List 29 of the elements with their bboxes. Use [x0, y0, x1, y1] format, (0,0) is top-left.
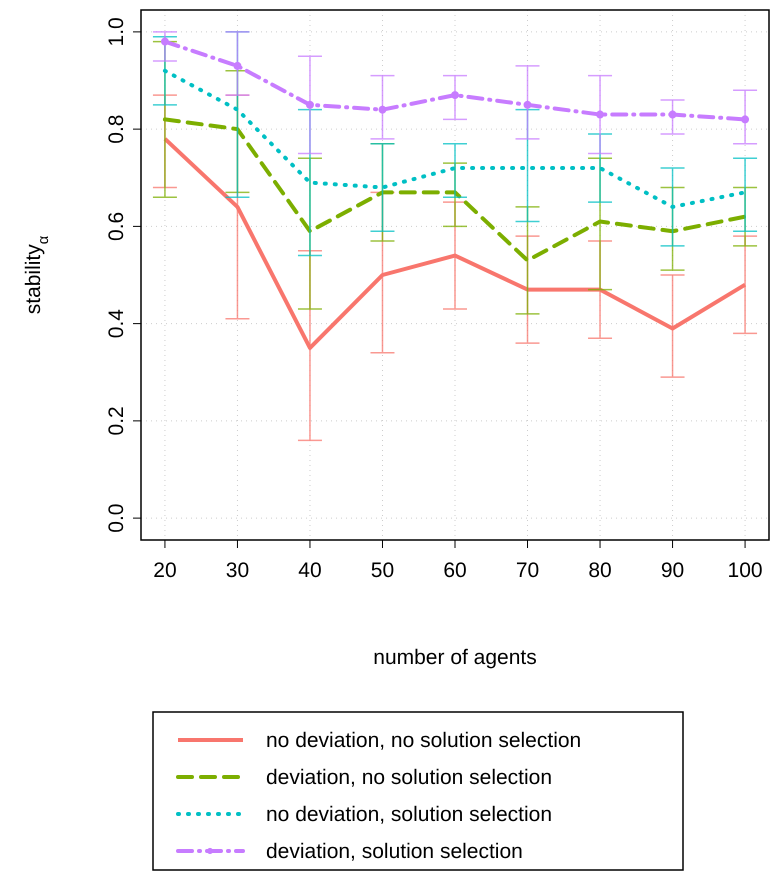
x-tick-label: 100: [728, 558, 763, 582]
y-tick-label: 0.4: [105, 308, 128, 338]
point: [378, 106, 386, 114]
point: [306, 100, 314, 109]
x-tick-label: 70: [516, 558, 540, 582]
point: [596, 110, 604, 119]
point: [160, 38, 169, 46]
x-tick-label: 80: [588, 558, 612, 582]
point: [233, 62, 242, 70]
legend-label: deviation, no solution selection: [266, 766, 552, 789]
point: [668, 110, 677, 119]
x-tick-label: 90: [660, 558, 684, 582]
point: [741, 115, 750, 124]
x-tick-label: 20: [153, 558, 177, 582]
legend-label: no deviation, solution selection: [266, 803, 552, 826]
y-tick-label: 0.8: [105, 114, 128, 144]
x-tick-label: 30: [226, 558, 250, 582]
point: [524, 100, 532, 109]
x-tick-label: 40: [298, 558, 322, 582]
y-tick-label: 0.6: [105, 212, 128, 241]
x-tick-label: 50: [370, 558, 394, 582]
y-tick-label: 0.0: [105, 504, 128, 533]
point: [451, 91, 459, 100]
y-tick-label: 1.0: [105, 17, 128, 46]
legend-label: no deviation, no solution selection: [266, 729, 582, 752]
x-tick-label: 60: [443, 558, 467, 582]
legend-label: deviation, solution selection: [266, 840, 523, 863]
x-axis-title: number of agents: [373, 646, 537, 669]
y-tick-label: 0.2: [105, 406, 128, 436]
